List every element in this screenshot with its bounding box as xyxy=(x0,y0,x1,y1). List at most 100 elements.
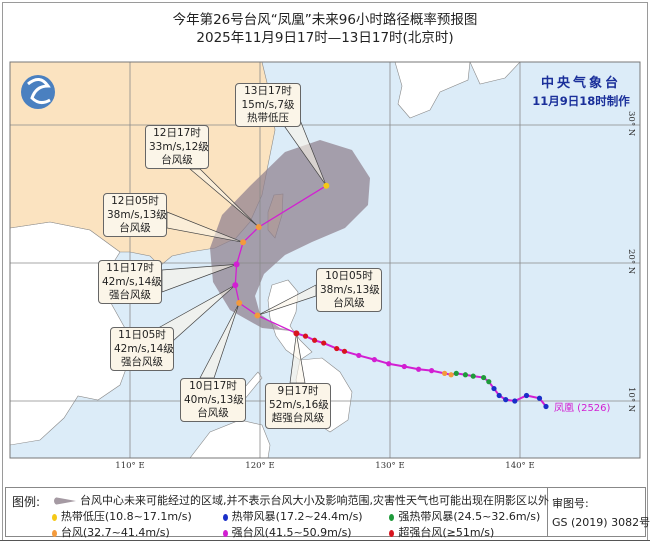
forecast-time: 10日17时 xyxy=(189,380,237,392)
japan-honshu xyxy=(469,62,521,85)
legend-item-text: 强热带风暴(24.5~32.6m/s) xyxy=(398,510,541,523)
forecast-point xyxy=(236,300,243,307)
forecast-point xyxy=(232,282,239,289)
legend-dot-icon xyxy=(222,513,228,521)
past-track-point xyxy=(448,372,454,378)
forecast-grade: 热带低压 xyxy=(247,112,289,124)
label-leader xyxy=(189,168,259,228)
forecast-label: 11日17时 42m/s,14级 强台风级 xyxy=(98,260,162,304)
past-track-point xyxy=(302,333,309,339)
past-track-point xyxy=(341,348,348,354)
review-label: 审图号: xyxy=(552,497,589,510)
legend-item-text: 超强台风(≥51m/s) xyxy=(398,526,495,539)
agency-name: 中央气象台 xyxy=(540,76,621,91)
cma-logo xyxy=(21,75,55,109)
past-track-point xyxy=(481,374,487,381)
forecast-grade: 台风级 xyxy=(161,154,193,166)
legend-item-text: 热带低压(10.8~17.1m/s) xyxy=(60,510,192,523)
legend-cone-item: 台风中心未来可能经过的区域,并不表示台风大小及影响范围,灾害性天气也可能出现在阴… xyxy=(54,492,549,508)
forecast-time: 11日17时 xyxy=(106,262,154,274)
forecast-wind: 40m/s,13级 xyxy=(184,393,244,406)
past-track-point xyxy=(334,345,340,352)
past-track-point xyxy=(453,370,459,376)
past-track-point xyxy=(416,366,422,372)
legend-item: 台风(32.7~41.4m/s) xyxy=(51,524,170,540)
past-track-point xyxy=(442,370,448,376)
forecast-label: 12日17时 33m/s,12级 台风级 xyxy=(145,125,209,169)
past-track-point xyxy=(491,385,497,392)
legend-item-text: 台风(32.7~41.4m/s) xyxy=(60,526,170,539)
issue-time: 11月9日18时制作 xyxy=(532,94,630,108)
map-review-number: 审图号: GS (2019) 3082号 xyxy=(546,487,650,537)
past-track-point xyxy=(386,361,392,367)
forecast-wind: 33m/s,12级 xyxy=(149,140,209,153)
past-track-point xyxy=(312,337,318,343)
forecast-time: 12日05时 xyxy=(111,195,159,207)
label-leader xyxy=(166,211,244,243)
forecast-time: 13日17时 xyxy=(244,85,292,97)
forecast-wind: 38m/s,13级 xyxy=(107,208,167,221)
lon-label: 130° E xyxy=(375,461,405,471)
forecast-time: 9日17时 xyxy=(277,385,319,397)
past-track-point xyxy=(523,392,530,399)
label-leader xyxy=(161,264,237,293)
legend-dot-icon xyxy=(51,513,57,521)
past-track-point xyxy=(462,372,468,378)
past-track-point xyxy=(503,397,509,403)
past-track-point xyxy=(486,379,492,385)
forecast-track-line xyxy=(234,185,327,334)
forecast-wind: 52m/s,16级 xyxy=(269,398,329,411)
forecast-time: 10日05时 xyxy=(325,270,373,282)
forecast-grade: 台风级 xyxy=(197,407,229,419)
legend-item-text: 热带风暴(17.2~24.4m/s) xyxy=(231,510,363,523)
lat-label: 20° N xyxy=(626,249,636,275)
review-number: GS (2019) 3082号 xyxy=(552,516,650,529)
forecast-label: 12日05时 38m/s,13级 台风级 xyxy=(103,193,167,237)
agency-stamp: 中央气象台 11月9日18时制作 xyxy=(522,72,640,109)
past-track-point xyxy=(496,392,502,399)
forecast-label: 13日17时 15m/s,7级 热带低压 xyxy=(235,83,301,127)
forecast-point xyxy=(240,239,247,246)
legend-dot-icon xyxy=(389,513,395,521)
storm-name-label: 凤凰 (2526) xyxy=(554,403,611,414)
past-track-point xyxy=(512,398,518,404)
past-track-point xyxy=(543,403,549,410)
lon-label: 120° E xyxy=(245,461,275,471)
forecast-point xyxy=(323,182,330,189)
forecast-wind: 42m/s,14级 xyxy=(114,342,174,355)
forecast-wind: 15m/s,7级 xyxy=(241,98,295,111)
forecast-grade: 强台风级 xyxy=(121,356,163,368)
legend-item: 超强台风(≥51m/s) xyxy=(389,524,494,540)
lat-label: 10° N xyxy=(626,387,636,413)
past-track-point xyxy=(470,373,476,379)
past-track-point xyxy=(321,340,327,346)
map-title: 今年第26号台风“凤凰”未来96小时路径概率预报图 xyxy=(172,12,478,28)
legend-item: 强热带风暴(24.5~32.6m/s) xyxy=(389,508,540,524)
japan-kyushu xyxy=(394,62,471,119)
forecast-wind: 38m/s,13级 xyxy=(320,283,380,296)
forecast-label: 11日05时 42m/s,14级 强台风级 xyxy=(110,327,174,371)
forecast-point xyxy=(255,224,262,231)
legend-item: 热带低压(10.8~17.1m/s) xyxy=(51,508,192,524)
lon-label: 110° E xyxy=(115,461,145,471)
map-subtitle: 2025年11月9日17时—13日17时(北京时) xyxy=(196,30,454,46)
forecast-label: 10日05时 38m/s,13级 台风级 xyxy=(316,268,382,312)
legend-item: 热带风暴(17.2~24.4m/s) xyxy=(222,508,363,524)
legend-dot-icon xyxy=(222,529,228,537)
lon-label: 140° E xyxy=(505,461,535,471)
legend-dot-icon xyxy=(389,529,395,537)
legend-cone-text: 台风中心未来可能经过的区域,并不表示台风大小及影响范围,灾害性天气也可能出现在阴… xyxy=(80,494,549,507)
legend-dot-icon xyxy=(51,529,57,537)
forecast-label: 10日17时 40m/s,13级 台风级 xyxy=(180,378,246,422)
bottom-bar xyxy=(0,540,650,554)
past-track-point xyxy=(536,395,543,401)
past-track-point xyxy=(401,363,407,370)
forecast-point xyxy=(233,261,240,268)
forecast-point xyxy=(254,312,261,319)
forecast-grade: 台风级 xyxy=(119,222,151,234)
past-track-point xyxy=(371,357,377,363)
forecast-point xyxy=(293,330,300,337)
legend-item: 强台风(41.5~50.9m/s) xyxy=(222,524,352,540)
luzon-land xyxy=(267,279,313,361)
forecast-wind: 42m/s,14级 xyxy=(102,275,162,288)
